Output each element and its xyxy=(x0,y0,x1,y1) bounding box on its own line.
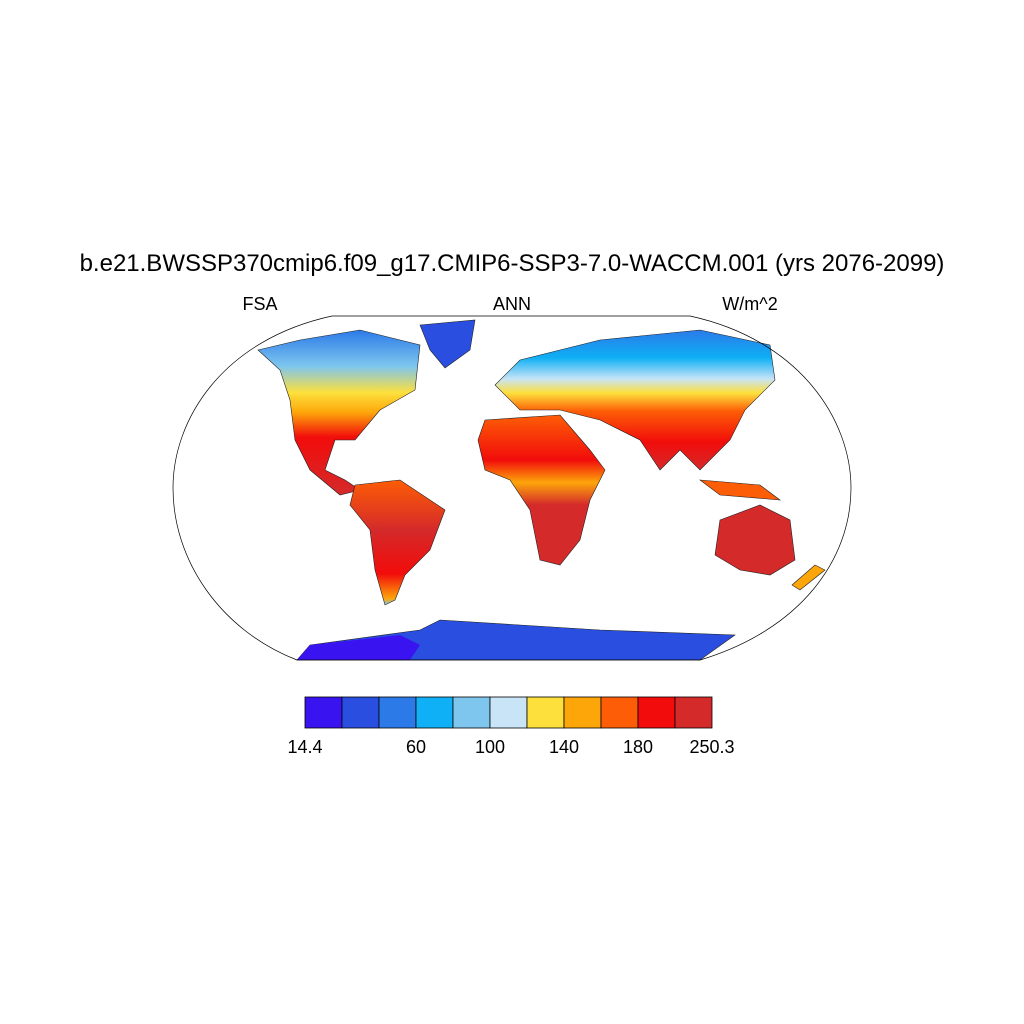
greenland xyxy=(419,319,476,369)
colorbar-box xyxy=(378,696,417,729)
map-outline xyxy=(172,315,852,661)
map-title: b.e21.BWSSP370cmip6.f09_g17.CMIP6-SSP3-7… xyxy=(80,250,945,277)
colorbar-label: 140 xyxy=(549,737,579,757)
north-america xyxy=(257,329,421,496)
colorbar-box xyxy=(415,696,454,729)
colorbar-box xyxy=(452,696,491,729)
colorbar-label: 250.3 xyxy=(689,737,734,757)
left-label: FSA xyxy=(242,294,277,314)
map xyxy=(257,319,826,661)
africa xyxy=(477,414,606,566)
colorbar-box xyxy=(489,696,528,729)
colorbar-box xyxy=(563,696,602,729)
indonesia xyxy=(698,479,782,501)
colorbar-label: 180 xyxy=(623,737,653,757)
colorbar-box xyxy=(674,696,713,729)
colorbar: 14.4 60 100 140 180 250.3 xyxy=(287,696,735,757)
south-america xyxy=(349,479,446,606)
colorbar-box xyxy=(600,696,639,729)
colorbar-box xyxy=(526,696,565,729)
colorbar-box xyxy=(341,696,380,729)
colorbar-label: 60 xyxy=(406,737,426,757)
antarctica-west xyxy=(297,635,420,660)
new-zealand xyxy=(791,564,826,591)
right-label: W/m^2 xyxy=(722,294,777,314)
colorbar-label: 14.4 xyxy=(287,737,322,757)
colorbar-box xyxy=(637,696,676,729)
center-label: ANN xyxy=(493,294,531,314)
colorbar-label: 100 xyxy=(475,737,505,757)
eurasia xyxy=(494,329,776,471)
australia xyxy=(714,504,796,576)
colorbar-box xyxy=(304,696,343,729)
